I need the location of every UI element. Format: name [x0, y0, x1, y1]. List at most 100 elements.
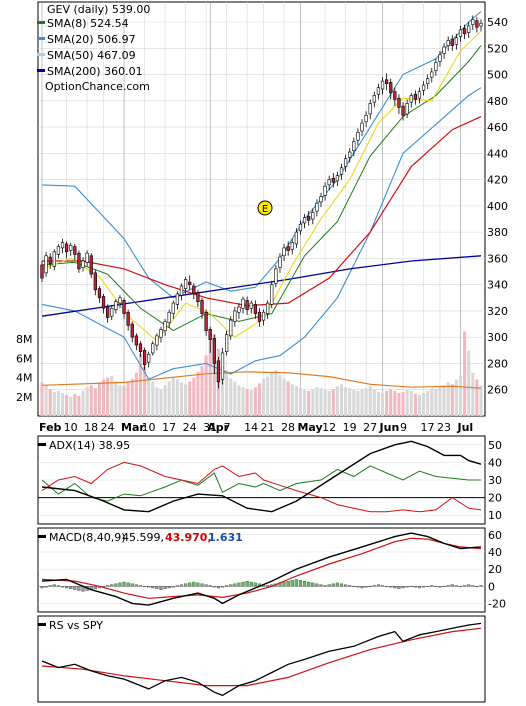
candle-body-94: [426, 78, 430, 85]
adx-indicator: 50 40 30 20 10: [38, 439, 502, 522]
macd-hist-bar-8: [73, 586, 77, 590]
macd-hist-bar-25: [142, 586, 147, 587]
date-tick-16: 19: [343, 421, 357, 434]
legend-sma8: SMA(8) 524.54: [47, 17, 129, 30]
volume-bar-32: [171, 377, 175, 416]
candle-body-14: [97, 288, 102, 299]
macd-hist-bar-65: [307, 581, 311, 587]
candle-body-56: [270, 284, 274, 305]
candle-body-91: [413, 93, 417, 100]
candle-body-55: [266, 302, 270, 314]
volume-bar-48: [237, 385, 241, 416]
volume-bar-55: [266, 376, 270, 416]
candle-body-105: [471, 19, 475, 25]
adx-tick-40: 40: [488, 456, 502, 469]
macd-hist-bar-50: [245, 580, 249, 587]
candle-body-29: [159, 329, 163, 338]
macd-hist-bar-84: [385, 586, 389, 587]
volume-bar-104: [467, 350, 471, 416]
candle-body-26: [147, 353, 151, 363]
candle-body-4: [56, 246, 61, 255]
legend-swatch-sma200: [37, 69, 45, 72]
macd-hist-bar-104: [467, 584, 471, 587]
macd-hist-bar-31: [167, 586, 171, 589]
price-tick-280: 280: [487, 357, 508, 370]
volume-bar-14: [97, 382, 101, 416]
volume-bar-107: [479, 385, 483, 416]
volume-bar-56: [270, 371, 274, 416]
legend-source: OptionChance.com: [45, 80, 150, 93]
candle-body-6: [64, 243, 69, 253]
macd-hist-bar-4: [56, 585, 60, 587]
macd-hist-bar-101: [454, 585, 458, 587]
candle-body-103: [462, 28, 467, 35]
rs-panel: [37, 615, 486, 703]
candle-body-89: [405, 103, 409, 115]
candle-body-18: [114, 301, 118, 310]
macd-hist-bar-38: [196, 582, 200, 587]
volume-bar-79: [364, 388, 368, 416]
macd-hist-bar-34: [179, 584, 184, 587]
volume-bar-11: [85, 387, 89, 416]
earnings-marker: E: [257, 200, 273, 216]
volume-bar-93: [422, 392, 426, 416]
candle-body-41: [208, 329, 212, 341]
volume-bar-4: [56, 391, 60, 416]
candle-body-32: [171, 302, 175, 314]
macd-tick-20: 20: [488, 563, 502, 576]
price-axis: 540 520 500 480 460 440 420 400 380 360 340 320 300 2…: [487, 16, 508, 397]
volume-bar-20: [122, 386, 126, 416]
bollinger-bands: [41, 11, 482, 380]
macd-tick--20: -20: [488, 597, 506, 610]
macd-panel: [37, 527, 486, 613]
candle-body-49: [241, 298, 245, 309]
volume-bar-13: [93, 388, 97, 416]
candle-body-43: [216, 360, 221, 383]
price-tick-320: 320: [487, 305, 508, 318]
candle-body-27: [151, 343, 155, 354]
macd-hist-bar-99: [446, 585, 450, 587]
macd-hist-bar-21: [126, 582, 130, 587]
date-tick-1: 10: [64, 421, 78, 434]
volume-tick-8M: 8M: [16, 333, 33, 346]
candle-body-42: [212, 338, 216, 364]
macd-label: MACD(8,40,9): [49, 531, 126, 544]
adx-tick-10: 10: [488, 509, 502, 522]
macd-hist-bar-70: [327, 584, 331, 587]
macd-hist-bar-91: [413, 586, 417, 588]
volume-bar-35: [184, 384, 188, 416]
candle-body-101: [454, 37, 459, 45]
macd-hist-bar-82: [376, 584, 381, 587]
macd-hist-bar-20: [122, 581, 126, 587]
volume-bar-45: [225, 369, 229, 416]
volume-bar-103: [463, 331, 467, 416]
price-tick-540: 540: [487, 16, 508, 29]
candle-body-80: [368, 103, 372, 115]
date-tick-9: Apr: [207, 421, 229, 434]
macd-hist-bar-49: [241, 581, 245, 587]
candle-body-25: [142, 350, 147, 366]
candle-body-81: [372, 95, 376, 103]
candle-body-24: [138, 343, 143, 352]
candle-body-99: [446, 40, 450, 46]
macd-hist-bar-89: [405, 586, 409, 588]
candle-body-76: [352, 141, 356, 152]
macd-line: [41, 532, 482, 606]
candle-body-16: [106, 306, 110, 318]
candle-body-12: [89, 255, 93, 275]
volume-bar-97: [438, 387, 442, 416]
adx-minus-di-line: [41, 461, 482, 513]
macd-hist-bar-40: [204, 584, 208, 587]
candle-body-28: [155, 335, 159, 346]
macd-hist-bar-66: [311, 582, 315, 587]
volume-bar-60: [286, 381, 290, 416]
macd-hist-bar-13: [93, 586, 97, 590]
candle-body-59: [282, 247, 286, 257]
price-tick-440: 440: [487, 147, 508, 160]
candle-body-96: [434, 62, 438, 71]
volume-bar-95: [430, 388, 434, 416]
macd-hist-bar-0: [40, 586, 44, 589]
candle-body-100: [450, 38, 454, 46]
candle-body-54: [261, 311, 266, 321]
